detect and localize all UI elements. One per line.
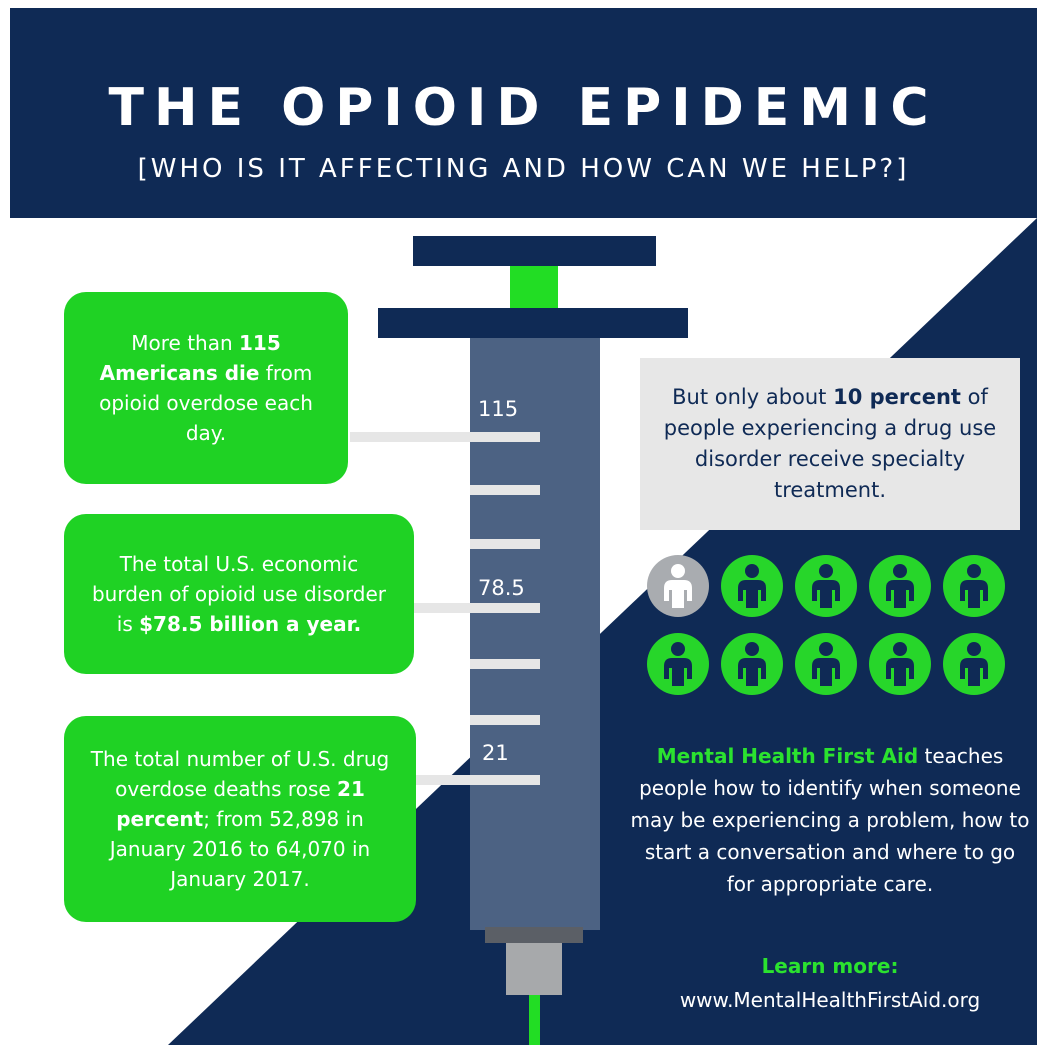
person-icon <box>646 632 710 696</box>
scale-tick <box>470 485 540 495</box>
fact-card-text: More than 115 Americans die from opioid … <box>82 328 330 448</box>
fact-card-text: The total U.S. economic burden of opioid… <box>82 549 396 639</box>
person-icon <box>942 554 1006 618</box>
fact-highlight: $78.5 billion a year. <box>139 612 362 636</box>
fact-text: The total U.S. economic burden of opioid… <box>91 552 386 636</box>
person-icon <box>794 554 858 618</box>
syringe-flange <box>378 308 688 338</box>
treatment-text-part: But only about <box>672 385 834 409</box>
fact-text: from opioid overdose each day. <box>99 361 313 445</box>
scale-label-115: 115 <box>478 397 519 421</box>
scale-label-78-5: 78.5 <box>478 576 525 600</box>
fact-card-economic-burden: The total U.S. economic burden of opioid… <box>64 514 414 674</box>
syringe-hub <box>485 927 583 943</box>
fact-card-deaths-per-day: More than 115 Americans die from opioid … <box>64 292 348 484</box>
fact-highlight: 115 Americans die <box>99 331 281 385</box>
syringe-plunger-top <box>413 236 656 266</box>
scale-tick-115 <box>350 432 540 442</box>
scale-tick-21 <box>350 775 540 785</box>
scale-tick <box>470 539 540 549</box>
scale-tick <box>470 715 540 725</box>
person-icon <box>720 632 784 696</box>
learn-more-label: Learn more: <box>761 954 899 978</box>
treatment-callout: But only about 10 percent of people expe… <box>640 358 1020 530</box>
person-icon <box>942 632 1006 696</box>
fact-card-overdose-increase: The total number of U.S. drug overdose d… <box>64 716 416 922</box>
mhfa-website-link[interactable]: www.MentalHealthFirstAid.org <box>679 988 981 1012</box>
treatment-highlight: 10 percent <box>833 385 961 409</box>
mhfa-text: teaches people how to identify when some… <box>630 744 1030 896</box>
fact-highlight: 21 percent <box>116 777 365 831</box>
scale-tick <box>470 659 540 669</box>
syringe-barrel <box>470 338 600 930</box>
fact-text: ; from 52,898 in January 2016 to 64,070 … <box>109 807 371 891</box>
person-icon <box>868 554 932 618</box>
person-icon <box>794 632 858 696</box>
fact-text: The total number of U.S. drug overdose d… <box>90 747 390 801</box>
syringe-needle-base <box>506 943 562 995</box>
person-icon-treated <box>646 554 710 618</box>
syringe-plunger-rod <box>510 266 558 310</box>
scale-label-21: 21 <box>482 741 509 765</box>
header-banner: THE OPIOID EPIDEMIC [WHO IS IT AFFECTING… <box>10 8 1037 218</box>
treatment-text-part: of people experiencing a drug use disord… <box>663 385 997 502</box>
page-subtitle: [WHO IS IT AFFECTING AND HOW CAN WE HELP… <box>137 154 910 184</box>
person-icon <box>868 632 932 696</box>
mhfa-brand-name: Mental Health First Aid <box>656 744 919 768</box>
scale-tick-78-5 <box>350 603 540 613</box>
fact-text: More than <box>131 331 239 355</box>
syringe-needle <box>529 995 540 1045</box>
page-title: THE OPIOID EPIDEMIC <box>108 78 939 138</box>
person-icon <box>720 554 784 618</box>
fact-card-text: The total number of U.S. drug overdose d… <box>82 744 398 894</box>
treatment-text: But only about 10 percent of people expe… <box>660 382 1000 506</box>
mhfa-description: Mental Health First Aid teaches people h… <box>630 740 1030 900</box>
